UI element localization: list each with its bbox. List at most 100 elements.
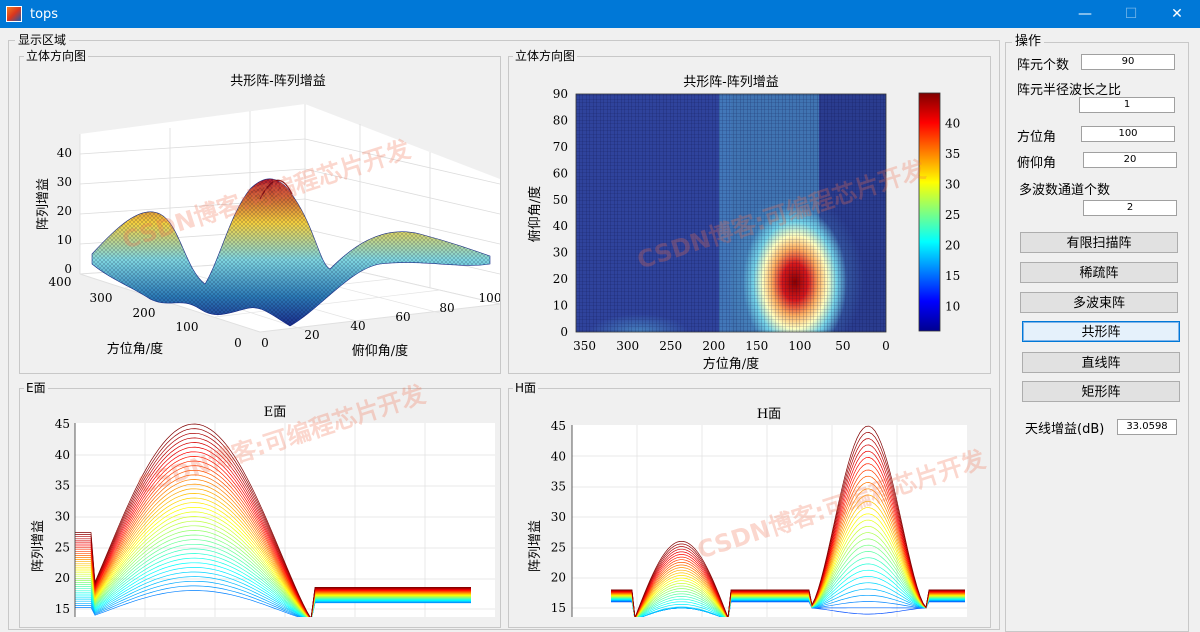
h-plane-curve	[611, 532, 965, 617]
e-plane-curve	[75, 432, 471, 617]
antenna-gain-label: 天线增益(dB)	[1025, 422, 1105, 437]
h-plane-plot[interactable]: H面 15 20 25 30 35 40 45 阵列增益	[509, 396, 989, 617]
e-plane-curve	[75, 525, 471, 617]
heatmap-xtick: 100	[788, 339, 811, 353]
heatmap-ytick: 30	[553, 246, 568, 260]
surface-xtick: 300	[90, 291, 113, 305]
limited-scan-array-button[interactable]: 有限扫描阵	[1020, 232, 1178, 253]
panel-e-label: E面	[24, 380, 48, 396]
h-plane-ytick: 15	[551, 601, 566, 615]
heatmap-xtick: 50	[835, 339, 850, 353]
colorbar	[918, 92, 941, 332]
e-plane-ytick: 40	[55, 448, 70, 462]
multibeam-array-button[interactable]: 多波束阵	[1020, 292, 1178, 313]
colorbar-tick: 20	[945, 239, 960, 253]
heatmap-ytick: 60	[553, 166, 568, 180]
h-plane-curve	[611, 507, 965, 617]
e-plane-plot[interactable]: E面 15 20 25 30 35 40 45 阵列增益	[20, 396, 500, 617]
matlab-icon	[6, 6, 22, 22]
e-plane-curve	[75, 548, 471, 617]
e-plane-curve	[75, 562, 471, 617]
surface-ytick: 0	[261, 336, 269, 350]
e-plane-curve	[75, 502, 471, 617]
maximize-button[interactable]: ☐	[1108, 0, 1154, 28]
h-plane-curve	[611, 582, 965, 617]
h-plane-curve	[611, 488, 965, 617]
h-plane-ytick: 20	[551, 571, 566, 585]
e-plane-curve	[75, 534, 471, 617]
h-plane-curve	[611, 538, 965, 617]
h-plane-curve	[611, 463, 965, 617]
h-plane-curve	[611, 557, 965, 617]
h-plane-curve	[611, 544, 965, 617]
panel-h-label: H面	[513, 380, 539, 396]
h-plane-ytick: 25	[551, 540, 566, 554]
channels-input[interactable]: 2	[1083, 200, 1177, 216]
surface-ytick: 60	[395, 310, 410, 324]
colorbar-tick: 30	[945, 178, 960, 192]
surface-ytick: 100	[479, 291, 500, 305]
e-plane-curve	[75, 446, 471, 617]
elevation-input[interactable]: 20	[1083, 152, 1177, 168]
e-plane-curve	[75, 567, 471, 617]
sparse-array-button[interactable]: 稀疏阵	[1020, 262, 1178, 283]
heatmap-xtick: 350	[573, 339, 596, 353]
h-plane-curve	[611, 432, 965, 617]
panel-heatmap-label: 立体方向图	[513, 48, 578, 64]
azimuth-input[interactable]: 100	[1081, 126, 1175, 142]
h-plane-curve	[611, 519, 965, 617]
surface-ztick: 0	[64, 262, 72, 276]
h-plane-curve	[611, 494, 965, 617]
e-plane-curve	[75, 553, 471, 617]
rectangular-array-button[interactable]: 矩形阵	[1022, 381, 1180, 402]
h-plane-curve	[611, 438, 965, 617]
h-plane-curve	[611, 551, 965, 617]
heatmap-title: 共形阵-阵列增益	[683, 75, 778, 90]
element-count-input[interactable]: 90	[1081, 54, 1175, 70]
surface-ztick: 40	[57, 146, 72, 160]
e-plane-curve	[75, 460, 471, 617]
close-button[interactable]: ✕	[1154, 0, 1200, 28]
surface-ztick: 20	[57, 204, 72, 218]
e-plane-curve	[75, 479, 471, 617]
e-plane-curve	[75, 483, 471, 617]
linear-array-button[interactable]: 直线阵	[1022, 352, 1180, 373]
minimize-button[interactable]: —	[1062, 0, 1108, 28]
e-plane-curve	[75, 576, 471, 617]
field-label-elevation: 俯仰角	[1017, 156, 1057, 171]
e-plane-curve	[75, 469, 471, 617]
e-plane-curve	[75, 428, 471, 617]
conformal-array-button[interactable]: 共形阵	[1022, 321, 1180, 342]
e-plane-curve	[75, 442, 471, 617]
h-plane-curve	[611, 475, 965, 617]
h-plane-curve	[611, 457, 965, 617]
surface-plot[interactable]: 共形阵-阵列增益 0 10 20 30 40 阵列增益 400 300 200 …	[20, 64, 500, 374]
e-plane-curve	[75, 511, 471, 617]
heatmap-ylabel: 俯仰角/度	[527, 186, 543, 242]
surface-zlabel: 阵列增益	[36, 178, 51, 230]
field-label-channels: 多波数通道个数	[1019, 183, 1111, 198]
e-plane-ytick: 25	[55, 540, 70, 554]
antenna-gain-value: 33.0598	[1117, 419, 1177, 435]
colorbar-tick: 15	[945, 269, 960, 283]
surface-xtick: 200	[133, 306, 156, 320]
heatmap-ytick: 90	[553, 87, 568, 101]
heatmap-ytick: 70	[553, 140, 568, 154]
e-plane-curve	[75, 580, 471, 617]
minimize-icon: —	[1078, 6, 1092, 22]
e-plane-ytick: 35	[55, 479, 70, 493]
radius-ratio-input[interactable]: 1	[1079, 97, 1175, 113]
h-plane-curve	[611, 500, 965, 617]
heatmap-ytick: 10	[553, 299, 568, 313]
colorbar-tick: 35	[945, 147, 960, 161]
surface-xtick: 400	[49, 275, 72, 289]
surface-ztick: 10	[57, 233, 72, 247]
heatmap-xtick: 0	[882, 339, 890, 353]
close-icon: ✕	[1171, 6, 1183, 22]
e-plane-curve	[75, 423, 471, 617]
display-area-title: 显示区域	[15, 32, 70, 48]
h-plane-curve	[611, 563, 965, 617]
heatmap-xtick: 200	[702, 339, 725, 353]
e-plane-ytick: 45	[55, 417, 70, 431]
